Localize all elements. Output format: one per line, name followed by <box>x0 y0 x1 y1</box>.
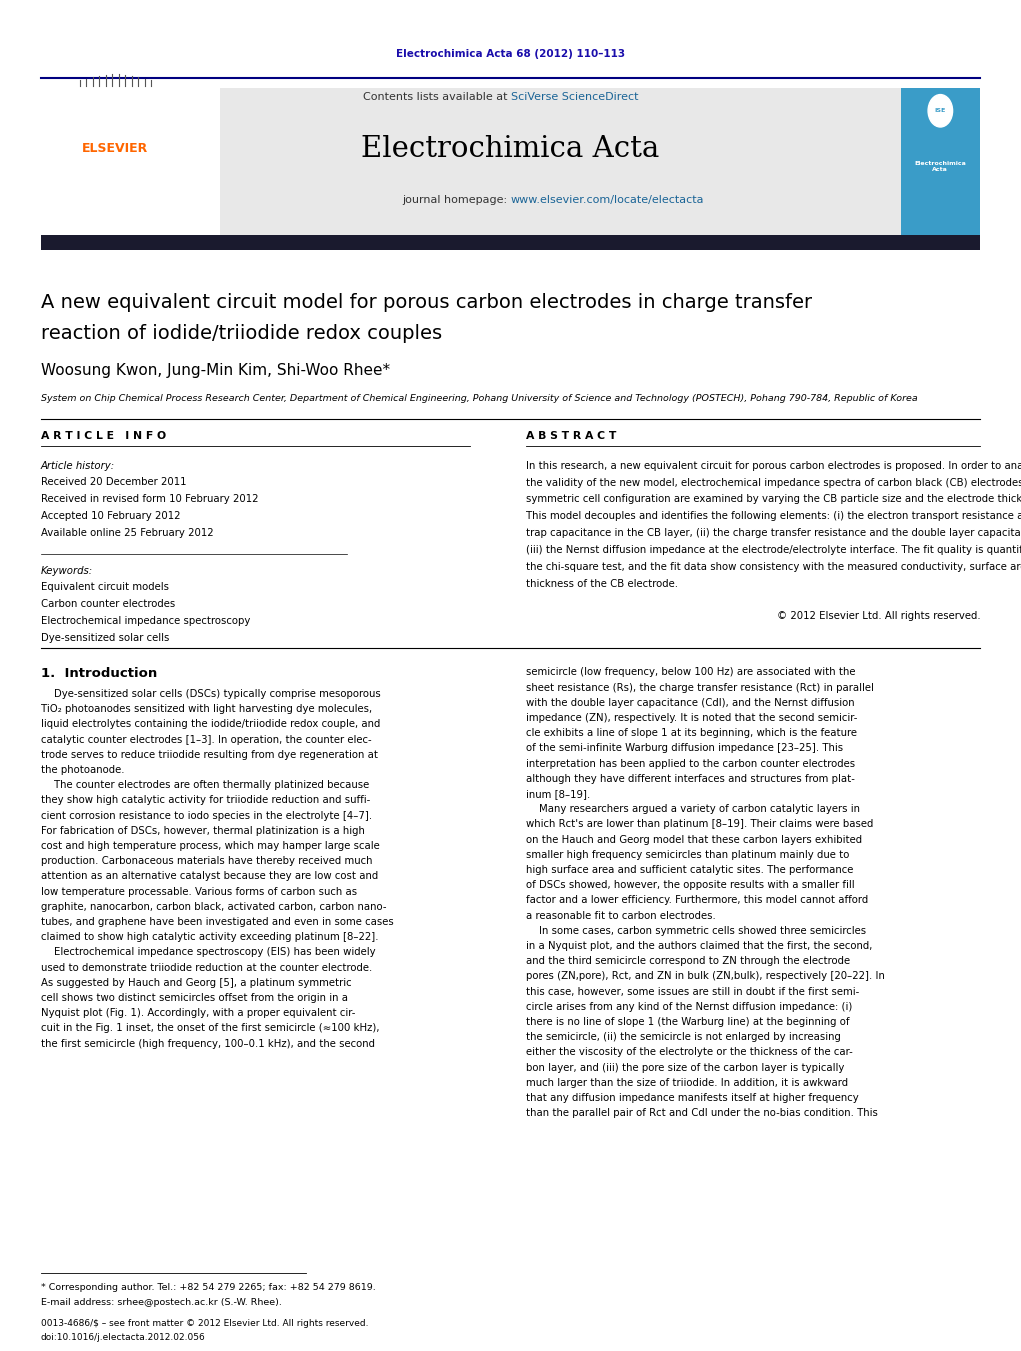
Text: attention as an alternative catalyst because they are low cost and: attention as an alternative catalyst bec… <box>41 871 378 881</box>
Text: journal homepage:: journal homepage: <box>402 195 510 205</box>
Bar <box>41 88 220 236</box>
Text: cient corrosion resistance to iodo species in the electrolyte [4–7].: cient corrosion resistance to iodo speci… <box>41 811 372 820</box>
Text: although they have different interfaces and structures from plat-: although they have different interfaces … <box>526 774 855 784</box>
Text: graphite, nanocarbon, carbon black, activated carbon, carbon nano-: graphite, nanocarbon, carbon black, acti… <box>41 902 386 912</box>
Text: pores (ZN,pore), Rct, and ZN in bulk (ZN,bulk), respectively [20–22]. In: pores (ZN,pore), Rct, and ZN in bulk (ZN… <box>526 971 884 981</box>
Text: Electrochimica Acta: Electrochimica Acta <box>361 135 660 162</box>
Text: cuit in the Fig. 1 inset, the onset of the first semicircle (≈100 kHz),: cuit in the Fig. 1 inset, the onset of t… <box>41 1024 380 1034</box>
Text: SciVerse ScienceDirect: SciVerse ScienceDirect <box>510 92 638 103</box>
Text: Woosung Kwon, Jung-Min Kim, Shi-Woo Rhee*: Woosung Kwon, Jung-Min Kim, Shi-Woo Rhee… <box>41 362 390 378</box>
Text: Received in revised form 10 February 2012: Received in revised form 10 February 201… <box>41 494 258 504</box>
Text: Electrochimica Acta 68 (2012) 110–113: Electrochimica Acta 68 (2012) 110–113 <box>396 49 625 59</box>
Text: the validity of the new model, electrochemical impedance spectra of carbon black: the validity of the new model, electroch… <box>526 478 1021 488</box>
Text: For fabrication of DSCs, however, thermal platinization is a high: For fabrication of DSCs, however, therma… <box>41 825 364 836</box>
Text: Dye-sensitized solar cells: Dye-sensitized solar cells <box>41 634 169 643</box>
Text: interpretation has been applied to the carbon counter electrodes: interpretation has been applied to the c… <box>526 759 855 769</box>
Circle shape <box>928 95 953 127</box>
Text: 1.  Introduction: 1. Introduction <box>41 667 157 681</box>
Text: Electrochemical impedance spectroscopy: Electrochemical impedance spectroscopy <box>41 616 250 626</box>
Text: ISE: ISE <box>934 108 946 113</box>
Text: trap capacitance in the CB layer, (ii) the charge transfer resistance and the do: trap capacitance in the CB layer, (ii) t… <box>526 528 1021 538</box>
Text: thickness of the CB electrode.: thickness of the CB electrode. <box>526 580 678 589</box>
Text: they show high catalytic activity for triiodide reduction and suffi-: they show high catalytic activity for tr… <box>41 796 370 805</box>
Text: 0013-4686/$ – see front matter © 2012 Elsevier Ltd. All rights reserved.: 0013-4686/$ – see front matter © 2012 El… <box>41 1319 369 1328</box>
Text: This model decouples and identifies the following elements: (i) the electron tra: This model decouples and identifies the … <box>526 512 1021 521</box>
Text: liquid electrolytes containing the iodide/triiodide redox couple, and: liquid electrolytes containing the iodid… <box>41 719 380 730</box>
Text: claimed to show high catalytic activity exceeding platinum [8–22].: claimed to show high catalytic activity … <box>41 932 379 942</box>
Text: A R T I C L E   I N F O: A R T I C L E I N F O <box>41 431 166 442</box>
Text: Accepted 10 February 2012: Accepted 10 February 2012 <box>41 511 181 520</box>
Text: A new equivalent circuit model for porous carbon electrodes in charge transfer: A new equivalent circuit model for porou… <box>41 293 812 312</box>
Text: with the double layer capacitance (Cdl), and the Nernst diffusion: with the double layer capacitance (Cdl),… <box>526 697 855 708</box>
Text: As suggested by Hauch and Georg [5], a platinum symmetric: As suggested by Hauch and Georg [5], a p… <box>41 978 351 988</box>
Text: in a Nyquist plot, and the authors claimed that the first, the second,: in a Nyquist plot, and the authors claim… <box>526 940 872 951</box>
Text: Dye-sensitized solar cells (DSCs) typically comprise mesoporous: Dye-sensitized solar cells (DSCs) typica… <box>41 689 381 698</box>
Text: * Corresponding author. Tel.: +82 54 279 2265; fax: +82 54 279 8619.: * Corresponding author. Tel.: +82 54 279… <box>41 1283 376 1293</box>
Text: of the semi-infinite Warburg diffusion impedance [23–25]. This: of the semi-infinite Warburg diffusion i… <box>526 743 843 754</box>
Text: ELSEVIER: ELSEVIER <box>83 142 148 155</box>
Text: doi:10.1016/j.electacta.2012.02.056: doi:10.1016/j.electacta.2012.02.056 <box>41 1333 205 1343</box>
Text: low temperature processable. Various forms of carbon such as: low temperature processable. Various for… <box>41 886 357 897</box>
Text: than the parallel pair of Rct and Cdl under the no-bias condition. This: than the parallel pair of Rct and Cdl un… <box>526 1108 878 1119</box>
Text: the chi-square test, and the fit data show consistency with the measured conduct: the chi-square test, and the fit data sh… <box>526 562 1021 571</box>
Text: TiO₂ photoanodes sensitized with light harvesting dye molecules,: TiO₂ photoanodes sensitized with light h… <box>41 704 372 715</box>
Text: circle arises from any kind of the Nernst diffusion impedance: (i): circle arises from any kind of the Nerns… <box>526 1002 853 1012</box>
Bar <box>41 88 980 236</box>
Text: production. Carbonaceous materials have thereby received much: production. Carbonaceous materials have … <box>41 857 373 866</box>
Text: cell shows two distinct semicircles offset from the origin in a: cell shows two distinct semicircles offs… <box>41 993 348 1002</box>
Text: trode serves to reduce triiodide resulting from dye regeneration at: trode serves to reduce triiodide resulti… <box>41 750 378 759</box>
Text: (iii) the Nernst diffusion impedance at the electrode/electrolyte interface. The: (iii) the Nernst diffusion impedance at … <box>526 544 1021 555</box>
Text: impedance (ZN), respectively. It is noted that the second semicir-: impedance (ZN), respectively. It is note… <box>526 713 858 723</box>
Text: semicircle (low frequency, below 100 Hz) are associated with the: semicircle (low frequency, below 100 Hz)… <box>526 667 856 677</box>
Text: Available online 25 February 2012: Available online 25 February 2012 <box>41 527 213 538</box>
Text: factor and a lower efficiency. Furthermore, this model cannot afford: factor and a lower efficiency. Furthermo… <box>526 896 868 905</box>
Text: sheet resistance (Rs), the charge transfer resistance (Rct) in parallel: sheet resistance (Rs), the charge transf… <box>526 682 874 693</box>
Text: and the third semicircle correspond to ZN through the electrode: and the third semicircle correspond to Z… <box>526 957 849 966</box>
Text: of DSCs showed, however, the opposite results with a smaller fill: of DSCs showed, however, the opposite re… <box>526 881 855 890</box>
Text: cost and high temperature process, which may hamper large scale: cost and high temperature process, which… <box>41 840 380 851</box>
Text: Nyquist plot (Fig. 1). Accordingly, with a proper equivalent cir-: Nyquist plot (Fig. 1). Accordingly, with… <box>41 1008 355 1019</box>
Text: Article history:: Article history: <box>41 461 115 470</box>
Text: catalytic counter electrodes [1–3]. In operation, the counter elec-: catalytic counter electrodes [1–3]. In o… <box>41 735 372 744</box>
Text: high surface area and sufficient catalytic sites. The performance: high surface area and sufficient catalyt… <box>526 865 854 875</box>
Text: tubes, and graphene have been investigated and even in some cases: tubes, and graphene have been investigat… <box>41 917 393 927</box>
Bar <box>41 235 980 250</box>
Text: smaller high frequency semicircles than platinum mainly due to: smaller high frequency semicircles than … <box>526 850 849 859</box>
Text: inum [8–19].: inum [8–19]. <box>526 789 590 798</box>
Text: there is no line of slope 1 (the Warburg line) at the beginning of: there is no line of slope 1 (the Warburg… <box>526 1017 849 1027</box>
Text: In some cases, carbon symmetric cells showed three semicircles: In some cases, carbon symmetric cells sh… <box>526 925 866 936</box>
Text: Equivalent circuit models: Equivalent circuit models <box>41 582 168 592</box>
Text: www.elsevier.com/locate/electacta: www.elsevier.com/locate/electacta <box>510 195 704 205</box>
Text: The counter electrodes are often thermally platinized because: The counter electrodes are often thermal… <box>41 781 369 790</box>
Text: System on Chip Chemical Process Research Center, Department of Chemical Engineer: System on Chip Chemical Process Research… <box>41 394 918 403</box>
Text: which Rct's are lower than platinum [8–19]. Their claims were based: which Rct's are lower than platinum [8–1… <box>526 819 873 830</box>
Text: Carbon counter electrodes: Carbon counter electrodes <box>41 600 175 609</box>
Text: the photoanode.: the photoanode. <box>41 765 125 775</box>
Text: E-mail address: srhee@postech.ac.kr (S.-W. Rhee).: E-mail address: srhee@postech.ac.kr (S.-… <box>41 1298 282 1308</box>
Text: bon layer, and (iii) the pore size of the carbon layer is typically: bon layer, and (iii) the pore size of th… <box>526 1062 844 1073</box>
Text: A B S T R A C T: A B S T R A C T <box>526 431 617 442</box>
Text: much larger than the size of triiodide. In addition, it is awkward: much larger than the size of triiodide. … <box>526 1078 847 1088</box>
Text: Electrochemical impedance spectroscopy (EIS) has been widely: Electrochemical impedance spectroscopy (… <box>41 947 376 958</box>
Text: the first semicircle (high frequency, 100–0.1 kHz), and the second: the first semicircle (high frequency, 10… <box>41 1039 375 1048</box>
Text: this case, however, some issues are still in doubt if the first semi-: this case, however, some issues are stil… <box>526 986 859 997</box>
Text: Contents lists available at: Contents lists available at <box>362 92 510 103</box>
Bar <box>901 88 980 236</box>
Text: the semicircle, (ii) the semicircle is not enlarged by increasing: the semicircle, (ii) the semicircle is n… <box>526 1032 840 1042</box>
Text: used to demonstrate triiodide reduction at the counter electrode.: used to demonstrate triiodide reduction … <box>41 962 372 973</box>
Text: © 2012 Elsevier Ltd. All rights reserved.: © 2012 Elsevier Ltd. All rights reserved… <box>777 611 980 620</box>
Text: Keywords:: Keywords: <box>41 566 93 576</box>
Text: Received 20 December 2011: Received 20 December 2011 <box>41 477 187 486</box>
Text: Electrochimica
Acta: Electrochimica Acta <box>915 161 966 172</box>
Text: In this research, a new equivalent circuit for porous carbon electrodes is propo: In this research, a new equivalent circu… <box>526 461 1021 470</box>
Text: reaction of iodide/triiodide redox couples: reaction of iodide/triiodide redox coupl… <box>41 324 442 343</box>
Text: a reasonable fit to carbon electrodes.: a reasonable fit to carbon electrodes. <box>526 911 716 920</box>
Text: Many researchers argued a variety of carbon catalytic layers in: Many researchers argued a variety of car… <box>526 804 860 815</box>
Text: on the Hauch and Georg model that these carbon layers exhibited: on the Hauch and Georg model that these … <box>526 835 862 844</box>
Text: symmetric cell configuration are examined by varying the CB particle size and th: symmetric cell configuration are examine… <box>526 494 1021 504</box>
Text: cle exhibits a line of slope 1 at its beginning, which is the feature: cle exhibits a line of slope 1 at its be… <box>526 728 857 738</box>
Text: that any diffusion impedance manifests itself at higher frequency: that any diffusion impedance manifests i… <box>526 1093 859 1102</box>
Text: either the viscosity of the electrolyte or the thickness of the car-: either the viscosity of the electrolyte … <box>526 1047 853 1058</box>
